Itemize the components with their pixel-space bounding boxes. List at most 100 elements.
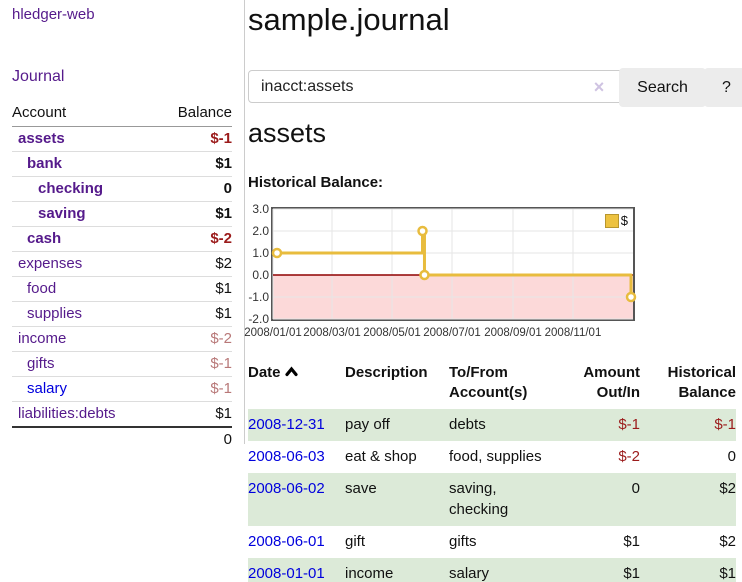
clear-search-icon[interactable]: ×	[593, 77, 605, 97]
transaction-balance: $2	[640, 473, 736, 526]
account-link[interactable]: income	[18, 330, 67, 347]
account-row: expenses $2	[12, 251, 232, 277]
y-axis-tick-label: 2.0	[252, 224, 269, 238]
transaction-date-link[interactable]: 2008-06-02	[248, 480, 325, 497]
y-axis-tick-label: -1.0	[248, 290, 269, 304]
transaction-balance: $1	[640, 558, 736, 582]
account-balance: $-1	[156, 126, 232, 152]
account-link[interactable]: liabilities:debts	[18, 405, 116, 422]
account-balance: $-2	[156, 226, 232, 252]
account-row: gifts $-1	[12, 351, 232, 377]
app-title-link[interactable]: hledger-web	[12, 6, 95, 23]
register-column-header-date[interactable]: Date	[248, 358, 345, 409]
transaction-amount: $1	[623, 533, 640, 550]
y-axis-tick-label: -2.0	[248, 312, 269, 326]
x-axis-tick-label: 2008/03/01	[303, 327, 361, 339]
transaction-description: income	[345, 558, 449, 582]
register-header-row: Date Description To/From Account(s) Amount Ou…	[248, 358, 736, 409]
account-link[interactable]: assets	[18, 130, 65, 147]
account-link[interactable]: cash	[27, 230, 62, 247]
legend-label: $	[620, 213, 628, 228]
account-row: checking 0	[12, 176, 232, 202]
account-heading: assets	[248, 118, 327, 148]
account-link[interactable]: food	[27, 280, 57, 297]
search-input[interactable]	[248, 70, 626, 103]
transaction-description: eat & shop	[345, 448, 417, 465]
account-row: supplies $1	[12, 301, 232, 327]
y-axis-tick-label: 3.0	[252, 202, 269, 216]
transaction-description: pay off	[345, 409, 449, 441]
account-link[interactable]: supplies	[27, 305, 83, 322]
account-balance: $-1	[156, 376, 232, 402]
transaction-row: 2008-06-03 eat & shop food, supplies $-2 0	[248, 441, 736, 473]
transaction-row: 2008-06-01 gift gifts $1 $2	[248, 526, 736, 558]
help-button[interactable]: ?	[704, 68, 742, 107]
x-axis-tick-label: 2008/07/01	[423, 327, 481, 339]
transaction-amount: $-2	[618, 448, 640, 465]
account-row: salary $-1	[12, 376, 232, 402]
transaction-description: gift	[345, 533, 366, 550]
account-balance: $2	[156, 251, 232, 277]
search-form: × Search ?	[248, 68, 742, 107]
x-axis-tick-label: 2008/09/01	[484, 327, 542, 339]
transaction-accounts: saving, checking	[449, 473, 569, 526]
account-balance: $1	[156, 301, 232, 327]
y-axis-tick-label: 1.0	[252, 246, 269, 260]
transaction-description: save	[345, 473, 449, 526]
x-axis-tick-label: 2008/01/01	[244, 327, 302, 339]
historical-balance-chart: $ 3.0 2.0 1.0 0.0 -1.0 -2.0 2008/01/01 2008/03/…	[244, 200, 742, 348]
transaction-accounts: salary	[449, 558, 569, 582]
transaction-amount: 0	[569, 473, 640, 526]
account-row: food $1	[12, 276, 232, 302]
account-link[interactable]: salary	[27, 380, 68, 397]
account-link[interactable]: bank	[27, 155, 63, 172]
account-link[interactable]: expenses	[18, 255, 83, 272]
account-balance: $-2	[156, 326, 232, 352]
transaction-row: 2008-12-31 pay off debts $-1 $-1	[248, 409, 736, 441]
transaction-balance: $-1	[640, 409, 736, 441]
register-column-header-amount: Amount Out/In	[583, 364, 640, 401]
page-title: sample.journal	[248, 2, 450, 37]
search-button[interactable]: Search	[619, 68, 706, 107]
transaction-row: 2008-06-02 save saving, checking 0 $2	[248, 473, 736, 526]
sidebar-item-journal[interactable]: Journal	[12, 68, 65, 85]
chart-heading: Historical Balance:	[248, 174, 384, 191]
register-column-header-description: Description	[345, 364, 428, 381]
transaction-row: 2008-01-01 income salary $1 $1	[248, 558, 736, 582]
main-content: sample.journal × Search ? assets Histori…	[244, 0, 742, 582]
account-balance: $1	[156, 151, 232, 177]
register-column-header-historical: Historical Balance	[667, 364, 736, 401]
sidebar: hledger-web Journal Account Balance asse…	[0, 0, 245, 452]
account-balance: $1	[156, 401, 232, 427]
sort-ascending-icon	[284, 366, 298, 377]
transaction-date-link[interactable]: 2008-06-01	[248, 533, 325, 550]
chart-canvas	[271, 208, 637, 320]
legend-swatch-icon	[604, 213, 619, 228]
account-link[interactable]: saving	[38, 205, 86, 222]
transaction-amount: $-1	[569, 409, 640, 441]
account-link[interactable]: checking	[38, 180, 104, 197]
y-axis-tick-label: 0.0	[252, 268, 269, 282]
transaction-date-link[interactable]: 2008-12-31	[248, 416, 325, 433]
account-balance: $-1	[156, 351, 232, 377]
transaction-balance: $2	[719, 533, 736, 550]
account-link[interactable]: gifts	[27, 355, 55, 372]
accounts-total-row: 0	[12, 426, 232, 452]
chart-legend: $	[604, 213, 628, 228]
transaction-date-link[interactable]: 2008-06-03	[248, 448, 325, 465]
account-row: assets $-1	[12, 126, 232, 152]
balance-column-header: Balance	[156, 101, 232, 127]
account-row: saving $1	[12, 201, 232, 227]
account-balance: $1	[156, 201, 232, 227]
x-axis-tick-label: 2008/11/01	[544, 327, 602, 339]
transaction-date-link[interactable]: 2008-01-01	[248, 565, 325, 582]
x-axis-tick-label: 2008/05/01	[363, 327, 421, 339]
transaction-balance: 0	[727, 448, 736, 465]
chart-plot-area[interactable]: $	[271, 207, 637, 321]
transaction-amount: $1	[569, 558, 640, 582]
account-row: bank $1	[12, 151, 232, 177]
account-balance: 0	[156, 176, 232, 202]
accounts-table-header: Account Balance	[12, 101, 232, 127]
register-column-header-tofrom: To/From Account(s)	[449, 364, 528, 401]
register-header: Date Description To/From Account(s) Amount Ou…	[248, 358, 736, 409]
